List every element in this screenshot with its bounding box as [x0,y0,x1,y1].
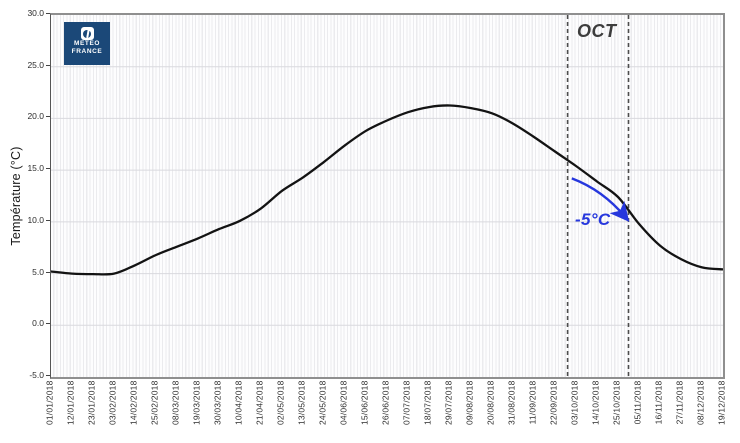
y-tick-label: 10.0 [27,214,44,225]
y-tick-label: 30.0 [27,8,44,18]
x-tick-label: 12/01/2018 [65,380,76,426]
logo-text-line2: FRANCE [71,47,103,55]
x-tick-label: 04/06/2018 [338,380,349,426]
y-tick-mark [46,64,50,66]
y-tick-mark [46,219,50,221]
x-tick-label: 25/02/2018 [149,380,160,426]
y-tick-label: 0.0 [32,318,44,329]
y-tick-mark [46,375,50,376]
y-tick-label: 20.0 [27,111,44,122]
y-tick-mark [46,13,50,14]
y-tick-label: 5.0 [32,266,44,277]
x-tick-label: 23/01/2018 [86,380,97,426]
x-tick-label: 24/05/2018 [317,380,328,426]
x-tick-label: 19/03/2018 [191,380,202,426]
x-tick-label: 29/07/2018 [443,380,454,426]
x-tick-label: 26/06/2018 [380,380,391,426]
x-tick-label: 16/11/2018 [653,380,664,425]
x-tick-label: 27/11/2018 [674,380,685,425]
meteo-france-icon [80,27,94,40]
y-tick-mark [46,271,50,273]
y-tick-label: 25.0 [27,59,44,70]
x-tick-label: 18/07/2018 [422,380,433,426]
x-tick-label: 03/10/2018 [569,380,580,426]
drop-arrow [571,177,630,222]
y-tick-label: -5.0 [29,370,44,380]
x-tick-label: 20/08/2018 [485,380,496,426]
x-tick-label: 09/08/2018 [464,380,475,426]
x-tick-label: 08/12/2018 [695,380,706,426]
x-tick-label: 25/10/2018 [611,380,622,426]
x-tick-label: 13/05/2018 [296,380,307,426]
temperature-curve [51,104,723,276]
x-tick-label: 03/02/2018 [107,380,118,426]
x-tick-label: 01/01/2018 [44,380,55,426]
x-tick-label: 30/03/2018 [212,380,223,426]
y-tick-mark [46,116,50,118]
x-tick-label: 05/11/2018 [632,380,643,425]
x-tick-label: 10/04/2018 [233,380,244,426]
x-tick-label: 08/03/2018 [170,380,181,426]
october-band-label: OCT [577,21,617,41]
x-tick-label: 21/04/2018 [254,380,265,426]
x-tick-label: 19/12/2018 [716,380,727,426]
x-tick-label: 14/10/2018 [590,380,601,426]
y-tick-label: 15.0 [27,163,44,174]
y-tick-mark [46,168,50,170]
x-tick-label: 14/02/2018 [128,380,139,426]
x-tick-label: 22/09/2018 [548,380,559,426]
x-tick-label: 11/09/2018 [527,380,538,425]
x-tick-label: 02/05/2018 [275,380,286,426]
temperature-drop-label: -5°C [575,210,611,229]
x-tick-label: 15/06/2018 [359,380,370,426]
x-tick-label: 07/07/2018 [401,380,412,426]
temperature-line-chart [51,15,723,377]
x-tick-label: 31/08/2018 [506,380,517,426]
plot-area [50,13,725,379]
meteo-france-logo: METEO FRANCE [64,22,110,65]
y-tick-mark [46,323,50,325]
logo-text-line1: METEO [73,40,101,47]
